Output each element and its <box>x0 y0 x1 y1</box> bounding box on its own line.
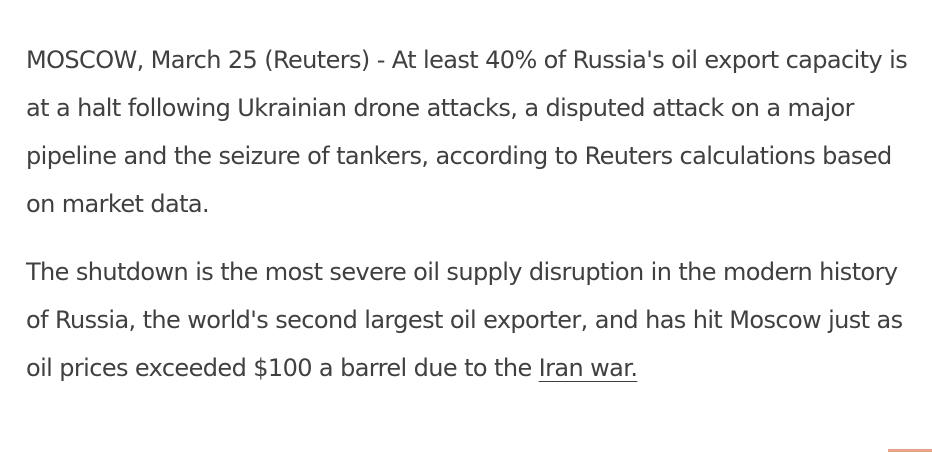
article-paragraph-2: The shutdown is the most severe oil supp… <box>26 248 921 392</box>
article-paragraph-2-text: The shutdown is the most severe oil supp… <box>26 258 903 382</box>
article-paragraph-1: MOSCOW, March 25 (Reuters) - At least 40… <box>26 46 908 218</box>
iran-war-link[interactable]: Iran war. <box>538 354 638 382</box>
accent-edge-mark <box>888 449 932 452</box>
article-body: MOSCOW, March 25 (Reuters) - At least 40… <box>26 36 921 392</box>
